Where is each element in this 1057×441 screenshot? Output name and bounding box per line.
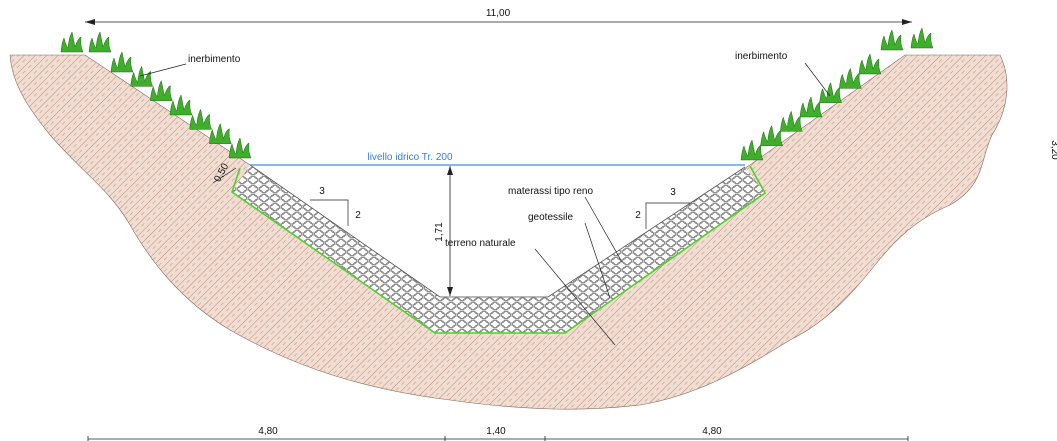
grass-tuft [110,51,134,73]
grass-label: inerbimento [735,51,788,62]
grass-tuft [60,31,84,53]
grass-tuft [228,137,252,159]
slope-indicator [310,199,349,226]
grass-tuft [150,79,173,101]
channel-bed [249,164,746,298]
slope-rise: 2 [355,210,361,221]
water-level-label: livello idrico Tr. 200 [367,152,452,163]
leader [804,62,831,97]
grass-tuft [88,31,112,53]
grass-tuft [189,108,213,130]
soil-label: terreno naturale [445,238,516,249]
grass-tuft [880,29,904,51]
bottom-width: 1,40 [486,426,506,437]
dimension-line [212,167,237,184]
slope-indicator [645,202,690,229]
leader [584,196,623,263]
soil [9,54,1008,410]
geotextile-label: geotessile [528,212,573,223]
grass-tuft [819,81,843,103]
water-depth: 1,71 [434,222,445,242]
grass-label: inerbimento [188,54,241,65]
geotextile [231,165,767,334]
mattress [232,165,765,333]
leader [534,248,616,346]
grass-tuft [780,110,803,132]
mattress-label: materassi tipo reno [508,186,593,197]
grass-tuft [169,94,193,116]
grass-tuft [130,65,154,87]
grass-tuft [740,139,764,161]
grass-tuft [910,27,934,49]
leader [584,222,611,299]
grass [60,27,934,161]
total-height: 3,20 [1049,140,1057,160]
grass-tuft [760,124,784,146]
slope-rise: 2 [635,210,641,221]
left-width: 4,80 [258,426,278,437]
leader [139,63,187,77]
grass-tuft [858,53,882,75]
grass-tuft [799,96,823,118]
grass-tuft [209,122,232,144]
slope-run: 3 [319,186,325,197]
grass-tuft [839,67,862,89]
dimension-ticks [87,436,909,441]
top-width: 11,00 [486,8,511,19]
slope-run: 3 [670,187,676,198]
right-width: 4,80 [702,426,722,437]
